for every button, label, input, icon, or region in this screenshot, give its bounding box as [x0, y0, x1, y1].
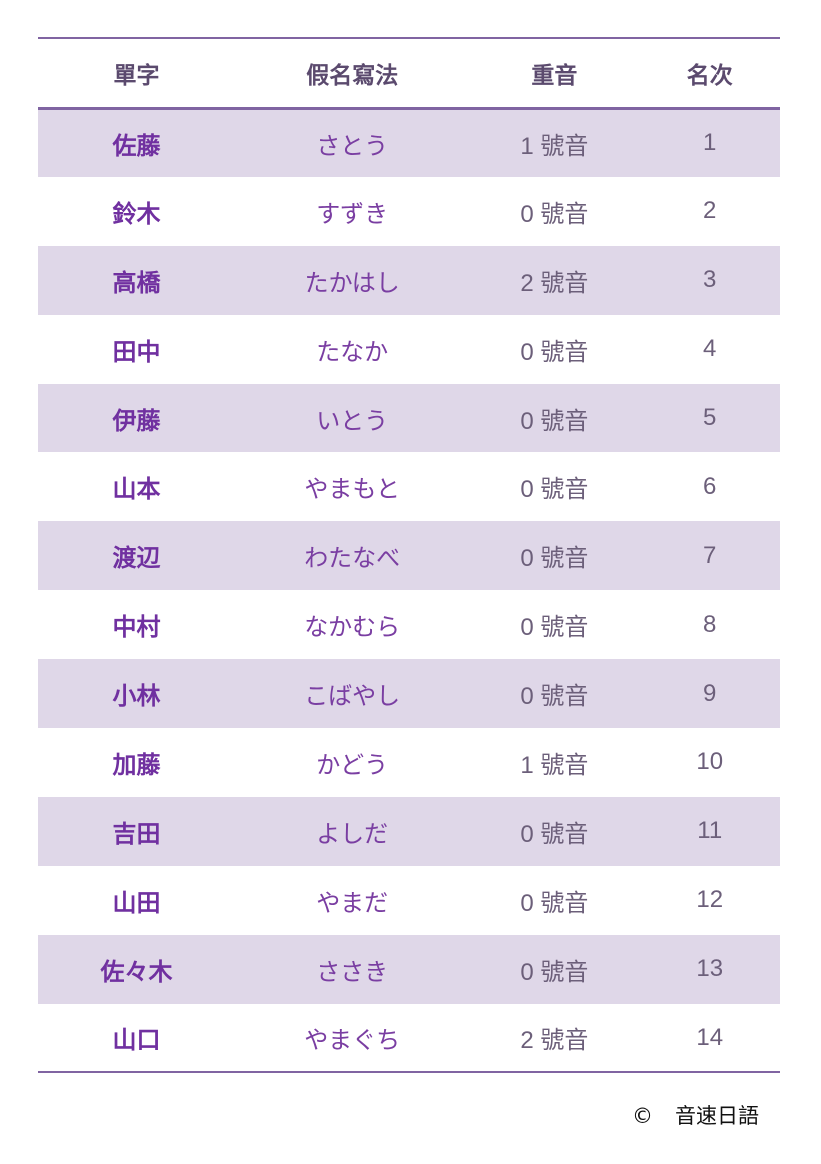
kana-cell: なかむら: [304, 613, 401, 642]
word-cell: 加藤: [112, 750, 161, 779]
kana-cell: さとう: [316, 131, 389, 160]
rank-cell: 2: [703, 197, 717, 225]
table-row: 鈴木 すずき 0 號音 2: [38, 177, 780, 246]
word-cell: 中村: [112, 613, 161, 642]
word-cell: 吉田: [112, 819, 161, 848]
table-row: 加藤 かどう 1 號音 10: [38, 728, 780, 797]
accent-cell: 0 號音: [520, 820, 589, 848]
footer: © 音速日語: [632, 1100, 759, 1130]
table-row: 高橋 たかはし 2 號音 3: [38, 245, 780, 315]
word-cell: 山本: [112, 475, 161, 504]
table-row: 佐藤 さとう 1 號音 1: [38, 108, 780, 177]
word-cell: 佐々木: [100, 957, 173, 986]
accent-cell: 0 號音: [520, 407, 589, 435]
rank-cell: 12: [696, 886, 724, 914]
copyright-symbol: ©: [632, 1104, 653, 1128]
word-cell: 小林: [112, 682, 161, 711]
accent-cell: 0 號音: [520, 889, 589, 917]
rank-cell: 13: [696, 955, 724, 983]
accent-cell: 2 號音: [520, 1027, 589, 1055]
accent-cell: 0 號音: [520, 200, 589, 228]
header-kana: 假名寫法: [306, 62, 399, 89]
accent-cell: 1 號音: [520, 132, 589, 160]
rank-cell: 6: [703, 472, 717, 500]
accent-cell: 0 號音: [520, 338, 589, 366]
table-row: 中村 なかむら 0 號音 8: [38, 590, 780, 659]
accent-cell: 1 號音: [520, 751, 589, 779]
table-row: 吉田 よしだ 0 號音 11: [38, 796, 780, 866]
brand-name: 音速日語: [675, 1104, 759, 1128]
rank-cell: 5: [703, 404, 717, 431]
table-row: 佐々木 ささき 0 號音 13: [38, 934, 780, 1004]
accent-cell: 0 號音: [520, 545, 589, 573]
table-row: 田中 たなか 0 號音 4: [38, 315, 780, 384]
kana-cell: たなか: [316, 337, 389, 366]
rank-cell: 9: [703, 679, 717, 707]
surname-table: 單字 假名寫法 重音 名次 佐藤 さとう 1 號音 1 鈴木 すずき 0 號音 2 高橋 たかはし…: [38, 37, 780, 1073]
rank-cell: 4: [703, 335, 717, 363]
rank-cell: 7: [703, 541, 717, 569]
kana-cell: よしだ: [316, 819, 389, 848]
word-cell: 山口: [112, 1026, 161, 1055]
table-row: 山本 やまもと 0 號音 6: [38, 452, 780, 521]
rank-cell: 3: [703, 266, 717, 294]
word-cell: 田中: [112, 337, 161, 366]
table-header: 單字 假名寫法 重音 名次: [38, 38, 780, 108]
table-row: 山田 やまだ 0 號音 12: [38, 866, 780, 935]
kana-cell: こばやし: [304, 682, 401, 711]
kana-cell: わたなべ: [304, 544, 401, 573]
rank-cell: 8: [703, 610, 717, 638]
rank-cell: 1: [703, 129, 717, 157]
table-row: 山口 やまぐち 2 號音 14: [38, 1004, 780, 1073]
accent-cell: 2 號音: [520, 269, 589, 297]
accent-cell: 0 號音: [520, 614, 589, 642]
kana-cell: やまだ: [316, 888, 389, 917]
word-cell: 伊藤: [112, 406, 161, 435]
kana-cell: やまもと: [304, 475, 400, 504]
word-cell: 鈴木: [112, 199, 161, 228]
header-accent: 重音: [531, 62, 578, 89]
rank-cell: 10: [696, 748, 724, 776]
kana-cell: かどう: [316, 750, 389, 779]
word-cell: 佐藤: [112, 131, 161, 160]
kana-cell: たかはし: [304, 268, 400, 297]
table-row: 渡辺 わたなべ 0 號音 7: [38, 521, 780, 591]
table-row: 伊藤 いとう 0 號音 5: [38, 383, 780, 453]
accent-cell: 0 號音: [520, 683, 589, 711]
accent-cell: 0 號音: [520, 958, 589, 986]
header-word: 單字: [113, 62, 160, 89]
word-cell: 高橋: [112, 268, 161, 297]
rank-cell: 11: [697, 817, 723, 845]
accent-cell: 0 號音: [520, 476, 589, 504]
kana-cell: ささき: [316, 957, 389, 986]
rank-cell: 14: [696, 1023, 724, 1051]
word-cell: 渡辺: [112, 544, 161, 573]
word-cell: 山田: [112, 888, 161, 917]
header-rank: 名次: [686, 62, 733, 89]
kana-cell: いとう: [316, 406, 389, 435]
kana-cell: すずき: [316, 199, 389, 228]
kana-cell: やまぐち: [304, 1026, 401, 1055]
table-row: 小林 こばやし 0 號音 9: [38, 659, 780, 729]
